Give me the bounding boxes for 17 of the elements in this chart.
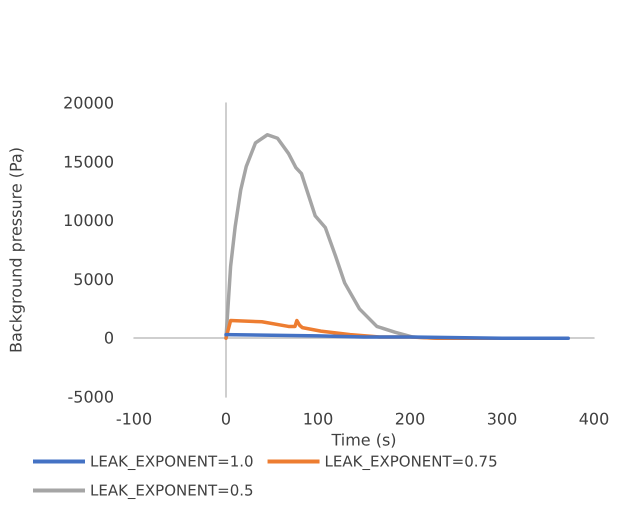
x-tick-label: 200 [394,410,426,428]
y-tick-label: 20000 [63,94,114,112]
legend-label: LEAK_EXPONENT=1.0 [90,452,254,470]
y-tick-label: 10000 [63,211,114,230]
y-tick-label: -5000 [68,388,114,406]
y-tick-label: 5000 [73,270,114,289]
legend-label: LEAK_EXPONENT=0.75 [324,452,498,470]
x-tick-label: 0 [220,410,232,428]
x-tick-label: -100 [116,410,152,428]
x-tick-label: 100 [302,410,334,428]
x-tick-label: 300 [486,410,518,428]
x-tick-label: 400 [578,410,610,428]
y-tick-label: 0 [104,328,114,348]
y-tick-label: 15000 [63,152,114,172]
x-axis-title: Time (s) [330,430,397,450]
legend-label: LEAK_EXPONENT=0.5 [90,482,254,500]
y-axis-title: Background pressure (Pa) [6,147,26,353]
